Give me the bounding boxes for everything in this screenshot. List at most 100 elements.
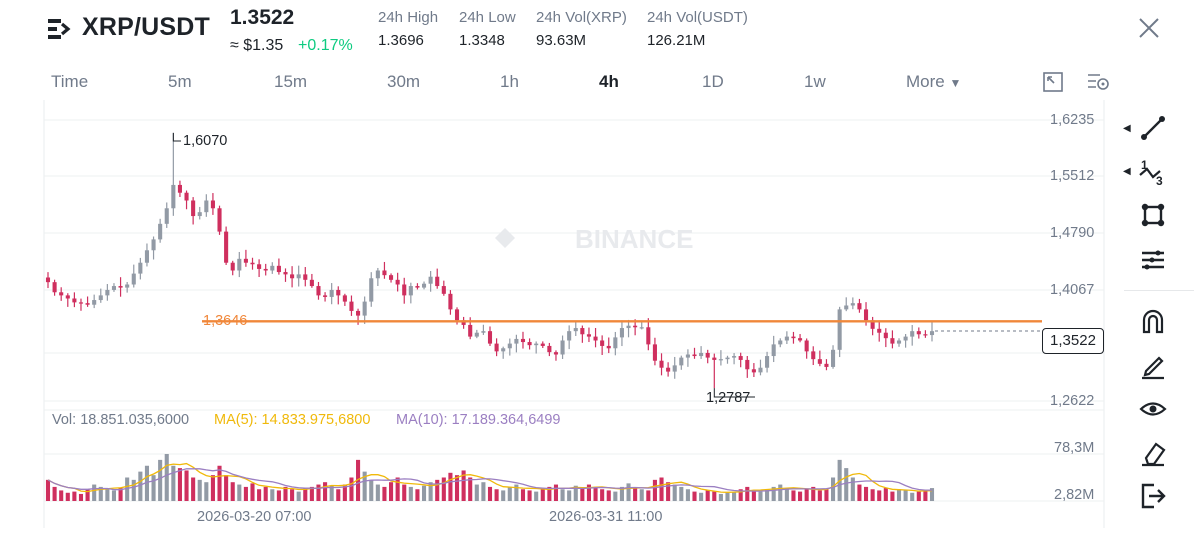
candle-body	[309, 279, 314, 287]
candle-body	[877, 328, 882, 333]
candle-body	[646, 327, 651, 345]
shape-tool-icon[interactable]	[1138, 200, 1168, 230]
volume-bar	[910, 492, 915, 501]
volume-bar	[692, 491, 697, 501]
candle-body	[817, 359, 822, 364]
line-tool-icon[interactable]	[1138, 113, 1168, 143]
tab-30m[interactable]: 30m	[387, 72, 421, 91]
fullscreen-icon[interactable]	[1042, 71, 1064, 93]
watermark: BINANCE	[575, 224, 693, 254]
expand-left-icon[interactable]: ◀	[1123, 123, 1131, 134]
candle-body	[151, 239, 156, 251]
volume-bar	[65, 492, 70, 501]
exit-icon[interactable]	[1138, 481, 1168, 511]
candle-body	[171, 184, 176, 209]
volume-bar	[197, 479, 202, 501]
tab-1d[interactable]: 1D	[702, 72, 724, 91]
magnet-icon[interactable]	[1138, 306, 1168, 336]
candle-body	[778, 340, 783, 345]
candle-body	[177, 184, 182, 193]
eraser-icon[interactable]	[1138, 438, 1168, 468]
volume-bar	[171, 465, 176, 501]
volume-bar	[72, 491, 77, 501]
candle-body	[415, 286, 420, 288]
menu-icon[interactable]	[48, 16, 74, 42]
tab-1w[interactable]: 1w	[804, 72, 826, 91]
volume-bar	[619, 486, 624, 501]
pencil-icon[interactable]	[1138, 350, 1168, 380]
candle-body	[270, 265, 275, 271]
fib-tool-icon[interactable]: 1 3	[1138, 157, 1168, 187]
candle-body	[626, 325, 631, 329]
candle-body	[217, 208, 222, 232]
volume-bar	[890, 491, 895, 501]
candle-body	[329, 289, 334, 297]
candle-body	[85, 303, 90, 305]
candle-body	[111, 286, 117, 290]
volume-bar	[699, 492, 704, 501]
volume-bar	[375, 484, 380, 501]
candle-body	[158, 223, 163, 240]
tab-1h[interactable]: 1h	[500, 72, 519, 91]
candle-body	[283, 272, 288, 275]
indicator-tool-icon[interactable]	[1138, 245, 1168, 275]
candle-body	[837, 309, 842, 350]
volume-bar	[45, 479, 51, 501]
volume-bar	[362, 471, 367, 501]
high-label: 1,6070	[183, 133, 228, 149]
volume-bar	[771, 486, 776, 501]
candle-body	[593, 336, 598, 341]
tab-4h[interactable]: 4h	[599, 72, 619, 91]
candlestick-chart[interactable]: BINANCE	[0, 100, 1120, 530]
volume-bar	[92, 484, 97, 501]
volume-bar	[118, 488, 123, 501]
volume-bar	[672, 484, 677, 501]
volume-bar	[468, 477, 473, 501]
tab-15m[interactable]: 15m	[274, 72, 308, 91]
vol-legend: Vol: 18.851.035,6000	[52, 412, 190, 428]
toolbar-divider	[1124, 290, 1194, 291]
candle-body	[679, 357, 684, 366]
volume-bar	[435, 479, 440, 501]
volume-bar	[428, 482, 433, 501]
close-icon[interactable]	[1138, 17, 1160, 39]
expand-left-icon[interactable]: ◀	[1123, 166, 1131, 177]
candle-body	[257, 264, 262, 269]
volume-bar	[534, 491, 539, 501]
candle-body	[336, 289, 341, 296]
volume-bar	[303, 488, 308, 501]
volume-bar	[705, 490, 710, 501]
volume-bar	[784, 488, 789, 501]
candle-body	[468, 324, 473, 337]
candle-body	[560, 340, 565, 355]
eye-icon[interactable]	[1138, 394, 1168, 424]
vol-tick-label: 78,3M	[1054, 440, 1095, 456]
pair-title[interactable]: XRP/USDT	[82, 13, 211, 41]
chart-settings-icon[interactable]	[1086, 71, 1110, 93]
volume-bar	[929, 488, 935, 501]
candle-body	[375, 270, 380, 279]
last-price: 1.3522	[230, 6, 295, 29]
candle-body	[243, 258, 248, 263]
high-pointer	[172, 132, 181, 142]
candle-body	[428, 276, 433, 284]
tab-5m[interactable]: 5m	[168, 72, 192, 91]
candles	[45, 132, 935, 389]
tab-time[interactable]: Time	[51, 72, 89, 91]
volume-bar	[817, 490, 822, 501]
volume-bar	[230, 482, 235, 501]
volume-bar	[52, 486, 57, 501]
candle-body	[369, 278, 374, 302]
candle-body	[580, 328, 585, 335]
volume-bar	[758, 491, 763, 501]
candle-body	[454, 309, 460, 321]
volume-bar	[514, 484, 519, 501]
y-tick-label: 1,4067	[1050, 282, 1095, 298]
volume-bar	[870, 489, 875, 501]
candle-body	[316, 286, 321, 296]
tab-more[interactable]: More ▼	[906, 72, 961, 92]
volume-bar	[586, 484, 592, 501]
volume-bar	[600, 489, 605, 501]
volume-bar	[441, 477, 446, 501]
volume-bar	[560, 489, 565, 501]
